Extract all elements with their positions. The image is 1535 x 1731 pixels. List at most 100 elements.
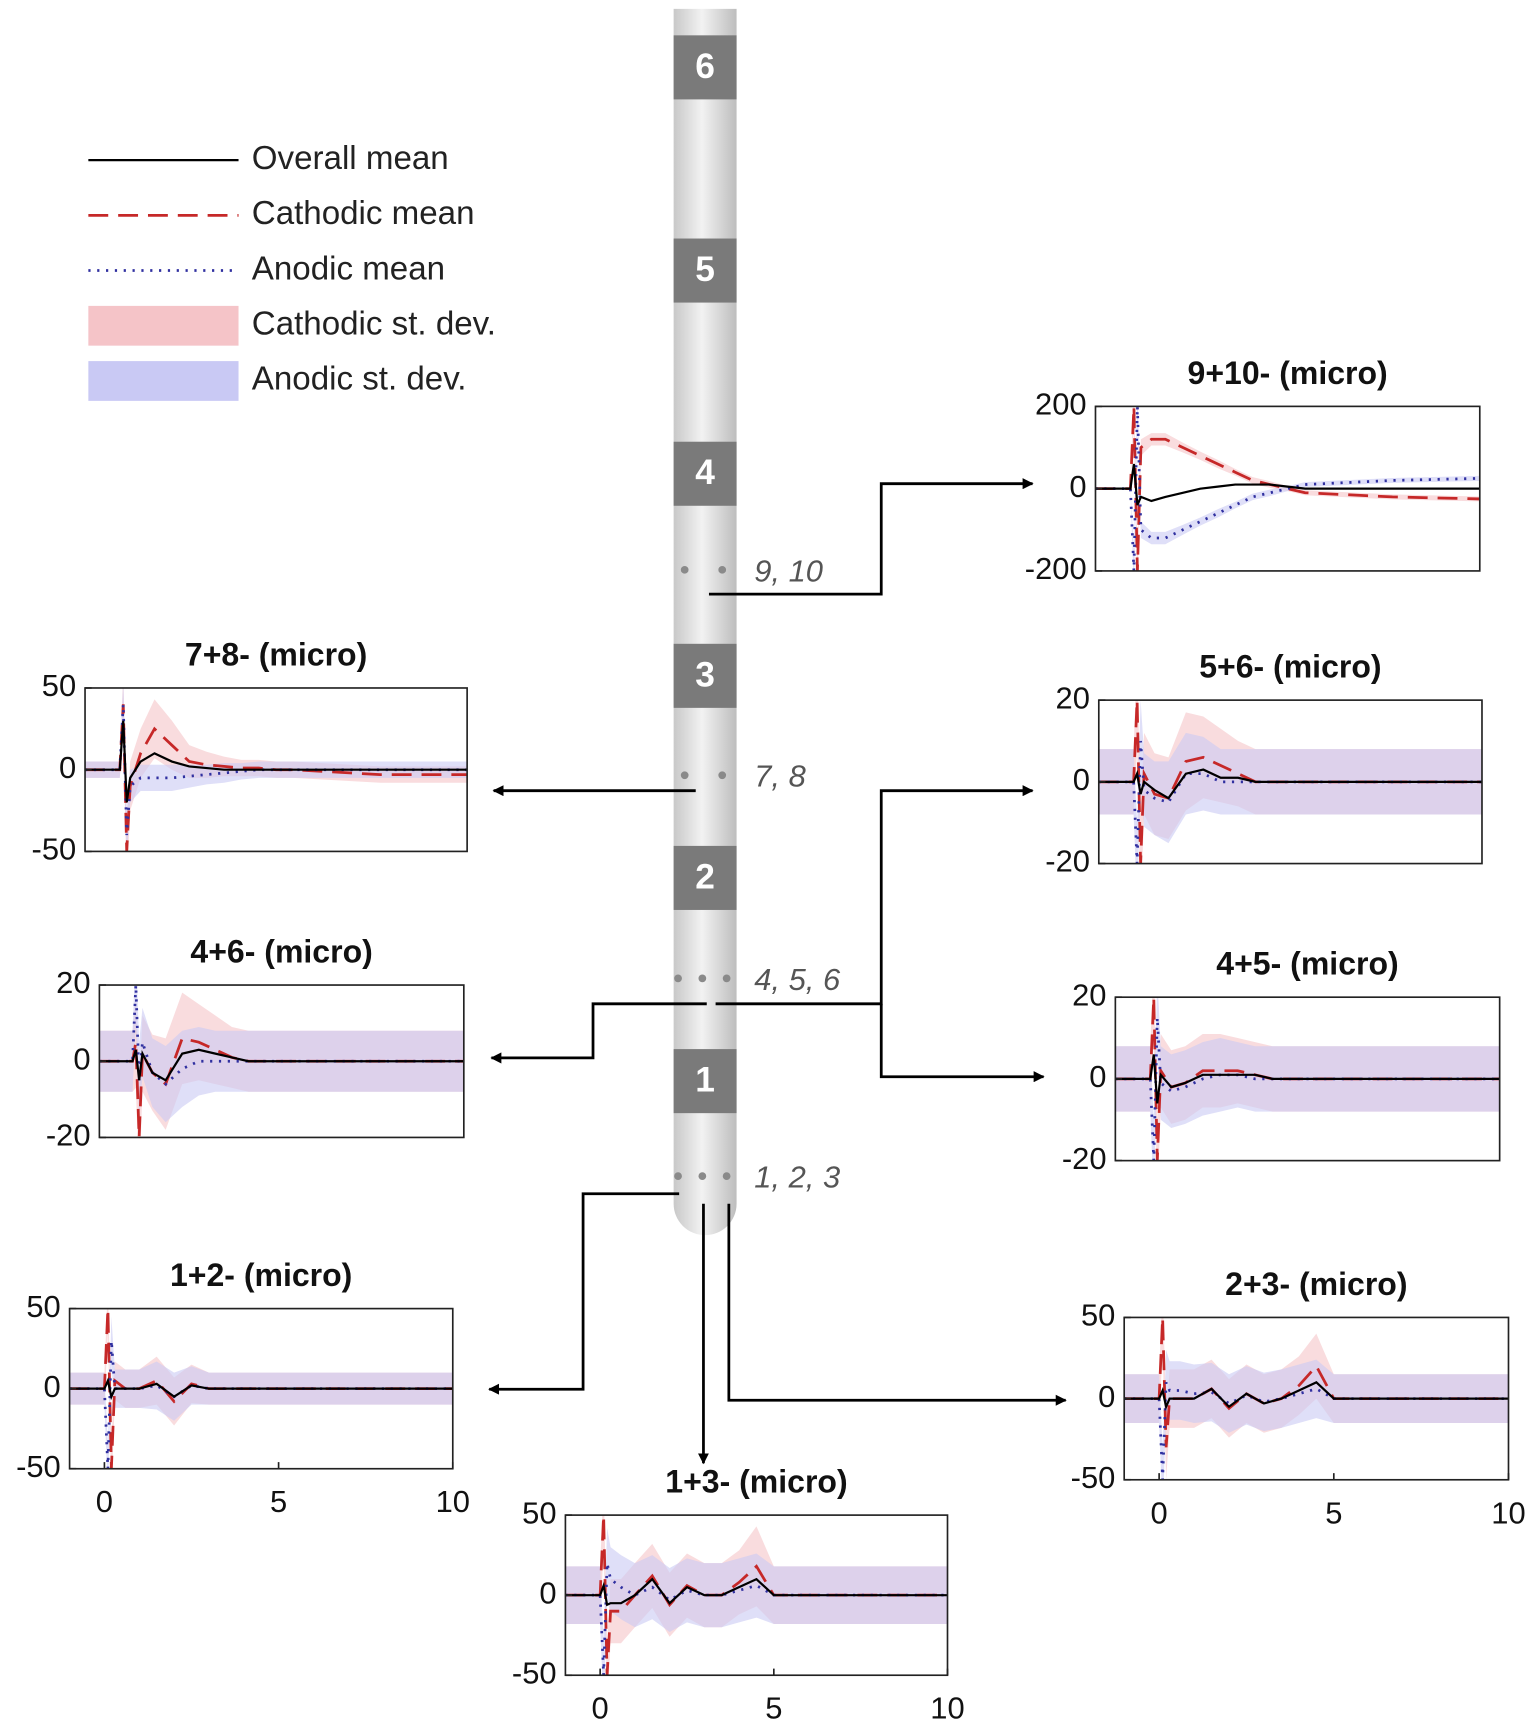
- std-band: [1095, 406, 1480, 571]
- plot: 4+6- (micro) 20 0 -20: [46, 934, 465, 1153]
- y-tick-label: 0: [1098, 1379, 1115, 1414]
- arrow: [715, 785, 1034, 1006]
- legend-swatch: [88, 305, 239, 346]
- x-tick-label: 0: [1151, 1495, 1168, 1530]
- mean-line: [1098, 768, 1482, 800]
- chart-title: 7+8- (micro): [185, 637, 367, 673]
- std-band: [1098, 700, 1482, 864]
- mean-line: [1095, 463, 1480, 506]
- y-tick-label: 200: [1035, 387, 1087, 422]
- electrode-segment: [673, 238, 737, 303]
- plot: 4+5- (micro) 20 0 -20: [1062, 946, 1501, 1176]
- y-tick-label: 0: [73, 1041, 90, 1076]
- contact-label: 4, 5, 6: [754, 962, 841, 997]
- contact-label: 7, 8: [754, 759, 806, 794]
- contact-dot: [698, 1172, 707, 1180]
- mean-line: [99, 1048, 464, 1082]
- std-band: [1115, 997, 1500, 1161]
- chart-title: 9+10- (micro): [1188, 355, 1388, 391]
- electrode-segment: [673, 441, 737, 506]
- contact-dot: [718, 771, 727, 780]
- lead-body: [673, 8, 737, 1236]
- arrow: [708, 478, 1034, 596]
- plot-area: [99, 985, 464, 1138]
- mean-line: [1098, 700, 1482, 864]
- legend-swatch: [88, 361, 239, 401]
- contact-dot: [722, 974, 731, 983]
- plot: 2+3- (micro) 50 0 -50 0 5 10: [1071, 1266, 1526, 1530]
- y-tick-label: 20: [56, 965, 90, 1000]
- x-tick-label: 10: [1491, 1495, 1525, 1530]
- plot-area: [565, 1515, 948, 1676]
- y-tick-label: -50: [16, 1449, 61, 1484]
- chart-title: 1+2- (micro): [170, 1257, 352, 1293]
- y-tick-label: -20: [1045, 844, 1090, 879]
- chart-title: 4+6- (micro): [190, 934, 372, 970]
- std-band: [99, 985, 464, 1123]
- y-tick-label: 0: [1069, 469, 1086, 504]
- plot-area: [1095, 406, 1480, 571]
- mean-line: [69, 1377, 453, 1401]
- plot-area: [1098, 700, 1482, 864]
- contact-dot: [680, 771, 689, 780]
- y-tick-label: 50: [26, 1289, 60, 1324]
- plot: 1+3- (micro) 50 0 -50 0 5 10: [512, 1464, 965, 1726]
- std-band: [565, 1527, 948, 1676]
- electrode-segment: [673, 1049, 737, 1114]
- y-tick-label: -50: [1071, 1460, 1116, 1495]
- y-tick-label: 0: [539, 1575, 556, 1610]
- plot-area: [85, 687, 468, 852]
- contact-dot: [674, 974, 682, 983]
- legend-label: Cathodic st. dev.: [252, 306, 496, 343]
- arrows: [488, 478, 1067, 1465]
- plot: 9+10- (micro) 200 0 -200: [1025, 355, 1481, 586]
- mean-line: [1095, 406, 1480, 571]
- std-band: [1124, 1349, 1509, 1480]
- plot-area: [1115, 997, 1500, 1161]
- mean-line: [85, 720, 468, 803]
- electrode-segment: [673, 845, 737, 910]
- segment-label: 2: [695, 857, 715, 896]
- y-tick-label: 0: [1089, 1059, 1106, 1094]
- segment-label: 3: [695, 655, 715, 694]
- legend-label: Cathodic mean: [252, 195, 475, 232]
- legend-label: Anodic mean: [252, 250, 445, 287]
- contact-dot: [680, 565, 689, 574]
- plot: 7+8- (micro) 50 0 -50: [32, 637, 468, 867]
- x-tick-label: 5: [765, 1691, 782, 1726]
- x-tick-label: 5: [270, 1484, 287, 1519]
- y-tick-label: 20: [1056, 680, 1090, 715]
- x-tick-label: 5: [1325, 1495, 1342, 1530]
- x-tick-label: 10: [930, 1691, 964, 1726]
- plot: 5+6- (micro) 20 0 -20: [1045, 649, 1483, 879]
- chart-title: 4+5- (micro): [1216, 946, 1398, 982]
- electrode-segment: [673, 643, 737, 708]
- x-tick-label: 0: [592, 1691, 609, 1726]
- x-tick-label: 10: [436, 1484, 470, 1519]
- plot-area: [1124, 1317, 1509, 1480]
- electrode-segment: [673, 35, 737, 100]
- y-tick-label: 50: [1081, 1298, 1115, 1333]
- y-tick-label: 0: [1073, 762, 1090, 797]
- y-tick-label: -20: [46, 1118, 91, 1153]
- std-band: [69, 1316, 453, 1469]
- mean-line: [565, 1577, 948, 1607]
- y-tick-label: -20: [1062, 1141, 1107, 1176]
- y-tick-label: -200: [1025, 551, 1087, 586]
- contact-dot: [718, 565, 727, 574]
- contact-label: 1, 2, 3: [754, 1160, 840, 1195]
- segment-label: 6: [695, 47, 715, 86]
- contact-dot: [722, 1172, 731, 1180]
- arrow: [488, 1192, 680, 1395]
- plot-area: [69, 1308, 453, 1469]
- chart-title: 1+3- (micro): [665, 1464, 847, 1500]
- contact-label: 9, 10: [754, 553, 823, 588]
- arrow: [727, 1203, 1067, 1406]
- contact-dot: [674, 1172, 682, 1180]
- segment-label: 1: [695, 1061, 715, 1100]
- segment-label: 4: [695, 453, 715, 492]
- chart-title: 2+3- (micro): [1225, 1266, 1407, 1302]
- y-tick-label: 0: [44, 1369, 61, 1404]
- arrow: [490, 1002, 707, 1064]
